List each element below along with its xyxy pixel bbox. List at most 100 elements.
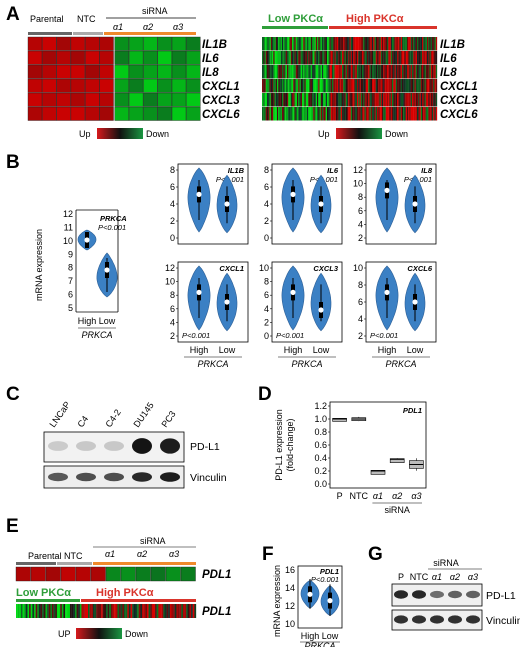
heatmap-cell [384, 51, 386, 65]
heatmap-cell [429, 51, 431, 65]
heatmap-cell [71, 604, 74, 618]
heatmap-cell [99, 106, 114, 121]
heatmap-cell [425, 51, 428, 65]
heatmap-cell [399, 79, 401, 93]
heatmap-cell [378, 37, 380, 51]
heatmap-cell [392, 107, 394, 121]
heatmap-cell [404, 107, 406, 121]
heatmap-cell [56, 78, 71, 93]
left-heatmap-gene-labels: IL1B IL6 IL8 CXCL1 CXCL3 CXCL6 [202, 39, 240, 121]
heatmap-cell [125, 604, 128, 618]
heatmap-cell [432, 37, 434, 51]
heatmap-cell [128, 604, 131, 618]
heatmap-cell [428, 107, 430, 121]
heatmap-cell [430, 51, 433, 65]
heatmap-cell [275, 51, 278, 65]
heatmap-cell [63, 604, 66, 618]
heatmap-cell [66, 604, 69, 618]
heatmap-cell [379, 107, 381, 121]
color-legend-bar [336, 128, 382, 139]
heatmap-cell [399, 37, 401, 51]
legend-up: Up [79, 129, 91, 139]
heatmap-cell [390, 65, 393, 79]
x-axis-label: PRKCA [197, 359, 228, 369]
heatmap-cell [268, 93, 270, 107]
heatmap-cell [307, 51, 309, 65]
heatmap-cell [120, 566, 136, 582]
heatmap-cell [355, 65, 358, 79]
heatmap-cell [191, 604, 193, 618]
heatmap-cell [171, 36, 187, 51]
blot-band [448, 615, 462, 624]
heatmap-cell [380, 37, 383, 51]
heatmap-cell [369, 93, 371, 107]
heatmap-cell [397, 37, 399, 51]
heatmap-cell [42, 604, 44, 618]
heatmap-cell [284, 107, 286, 121]
heatmap-cell [425, 65, 428, 79]
heatmap-cell [84, 92, 100, 107]
heatmap-cell [145, 604, 148, 618]
heatmap-cell [367, 79, 369, 93]
heatmap-cell [404, 65, 406, 79]
panel-c-letter: C [6, 384, 20, 405]
heatmap-cell [27, 64, 43, 79]
heatmap-cell [383, 79, 385, 93]
heatmap-cell [400, 107, 403, 121]
y-tick-label: 8 [264, 277, 269, 287]
heatmap-cell [433, 37, 435, 51]
heatmap-cell [279, 51, 281, 65]
color-legend-bar [76, 628, 122, 639]
heatmap-cell [157, 92, 172, 107]
heatmap-cell [157, 50, 172, 65]
heatmap-cell [370, 79, 373, 93]
heatmap-cell [322, 107, 324, 121]
heatmap-cell [318, 37, 320, 51]
heatmap-cell [384, 65, 386, 79]
heatmap-cell [428, 37, 430, 51]
subplot-frame [271, 261, 343, 343]
ntc-bar [57, 562, 92, 565]
heatmap-cell [171, 78, 187, 93]
heatmap-cell [313, 93, 315, 107]
heatmap-cell [359, 93, 361, 107]
heatmap-cell [402, 37, 404, 51]
heatmap-cell [357, 65, 359, 79]
heatmap-cell [298, 51, 300, 65]
heatmap-cell [83, 604, 85, 618]
y-tick-label: 8 [170, 290, 175, 300]
heatmap-cell [99, 92, 114, 107]
heatmap-cell [186, 50, 201, 65]
heatmap-cell [430, 93, 433, 107]
high-pkc-bar [81, 599, 196, 602]
heatmap-cell [164, 604, 167, 618]
heatmap-cell [352, 37, 354, 51]
heatmap-cell [417, 79, 419, 93]
violin-median [196, 191, 202, 197]
heatmap-cell [378, 79, 380, 93]
heatmap-cell [432, 51, 434, 65]
low-pkc-bar [262, 26, 328, 29]
heatmap-cell [350, 37, 353, 51]
y-tick-label: 2 [170, 216, 175, 226]
heatmap-cell [375, 79, 378, 93]
heatmap-cell [307, 93, 309, 107]
heatmap-cell [432, 107, 434, 121]
blot-band [48, 441, 68, 451]
heatmap-cell [433, 79, 435, 93]
heatmap-cell [264, 79, 266, 93]
heatmap-cell [414, 65, 416, 79]
gene-label: IL8 [440, 67, 457, 79]
heatmap-cell [119, 604, 121, 618]
heatmap-cell [16, 604, 18, 618]
heatmap-cell [312, 107, 314, 121]
heatmap-group-ntc: NTC [77, 14, 96, 24]
heatmap-cell [70, 92, 86, 107]
heatmap-cell [309, 37, 311, 51]
heatmap-cell [325, 51, 328, 65]
heatmap-cell [352, 65, 354, 79]
heatmap-cell [410, 79, 413, 93]
heatmap-cell [91, 604, 94, 618]
x-tick-label: P [337, 491, 343, 501]
heatmap-cell [45, 604, 48, 618]
